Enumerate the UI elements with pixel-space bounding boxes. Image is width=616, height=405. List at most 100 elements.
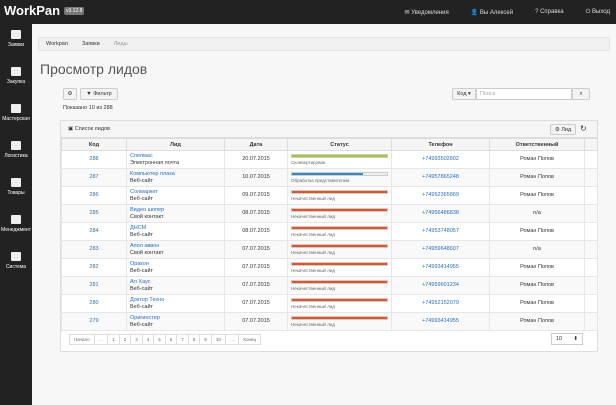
lead-name[interactable]: Доктор Техно: [130, 296, 165, 303]
lead-phone[interactable]: +74956486838: [391, 204, 490, 223]
lead-id[interactable]: 280: [61, 294, 127, 313]
lead-source: Веб-сайт: [130, 303, 154, 310]
column-header[interactable]: Дата: [224, 138, 288, 151]
sidebar-icon: [11, 30, 21, 39]
menu-item[interactable]: 👤 Вы Алексей: [470, 9, 514, 16]
lead-name[interactable]: Апол аввон: [130, 242, 160, 249]
lead-name[interactable]: Оригинстер: [130, 314, 160, 321]
status-cell: Некачественный лид: [287, 312, 392, 331]
lead-cell: Апол аввон Свой контакт: [126, 240, 225, 259]
sidebar-item[interactable]: Система: [0, 246, 32, 283]
lead-owner: Роман Попов: [489, 222, 585, 241]
lead-phone[interactable]: +74952365869: [391, 186, 490, 205]
logo[interactable]: WorkPan: [4, 3, 61, 18]
breadcrumb-item[interactable]: Заявки: [81, 41, 100, 47]
lead-id[interactable]: 284: [61, 222, 127, 241]
lead-name[interactable]: Солмаркет: [130, 188, 158, 195]
lead-name[interactable]: Видео шопер: [130, 206, 165, 213]
page-number[interactable]: 10: [210, 334, 226, 345]
lead-cell: Оракон Веб-сайт: [126, 258, 225, 277]
status-cell: Некачественный лид: [287, 204, 392, 223]
lead-name[interactable]: Ал Хаус: [130, 278, 151, 285]
lead-id[interactable]: 283: [61, 240, 127, 259]
search-field-select[interactable]: Код ▾: [452, 88, 476, 100]
lead-id[interactable]: 279: [61, 312, 127, 331]
column-header[interactable]: Телефон: [391, 138, 490, 151]
lead-name[interactable]: Спелмас: [130, 152, 153, 159]
sidebar-icon: [11, 252, 21, 261]
summary: Показано 10 из 288: [63, 105, 113, 111]
sidebar-icon: [11, 104, 21, 113]
row-extra: [584, 186, 598, 205]
lead-owner: Роман Попов: [489, 294, 585, 313]
lead-date: 07.07.2015: [224, 258, 288, 277]
lead-source: Веб-сайт: [130, 267, 154, 274]
lead-phone[interactable]: +74959648607: [391, 240, 490, 259]
lead-id[interactable]: 286: [61, 186, 127, 205]
menu-label: Вы Алексей: [479, 9, 514, 16]
breadcrumb: Workpan Заявки Лиды: [38, 37, 610, 51]
page-size-select[interactable]: 10 ⬍: [551, 333, 583, 345]
lead-phone[interactable]: +74959601234: [391, 276, 490, 295]
sidebar-item[interactable]: Товары: [0, 172, 32, 209]
page-ellipsis: …: [224, 334, 240, 345]
status-fill: [292, 262, 387, 265]
filter-button[interactable]: ▼ Фильтр: [80, 88, 118, 100]
status-fill: [292, 172, 364, 175]
lead-phone[interactable]: +74993414955: [391, 258, 490, 277]
lead-owner: Роман Попов: [489, 186, 585, 205]
status-bar: [291, 153, 388, 158]
sidebar-item[interactable]: Менеджмент: [0, 209, 32, 246]
column-header[interactable]: Ответственный: [489, 138, 585, 151]
status-bar: [291, 261, 388, 266]
column-header[interactable]: Статус: [287, 138, 392, 151]
page-prev[interactable]: …: [93, 334, 109, 345]
status-cell: Обработка представителем: [287, 168, 392, 187]
lead-owner: Роман Попов: [489, 150, 585, 169]
panel-title: ▣ Список лидов: [68, 126, 111, 132]
lead-phone[interactable]: +74953748057: [391, 222, 490, 241]
sidebar-item[interactable]: Мастерская: [0, 98, 32, 135]
lead-phone[interactable]: +74952152079: [391, 294, 490, 313]
lead-id[interactable]: 287: [61, 168, 127, 187]
lead-id[interactable]: 282: [61, 258, 127, 277]
settings-button[interactable]: ⚙: [63, 88, 77, 100]
sidebar-item[interactable]: Закупка: [0, 61, 32, 98]
lead-id[interactable]: 281: [61, 276, 127, 295]
column-header[interactable]: Код: [61, 138, 127, 151]
status-bar: [291, 243, 388, 248]
page-last[interactable]: Конец: [238, 334, 262, 345]
panel-header: ▣ Список лидов ⚙ Лид ↻: [61, 121, 597, 138]
lead-date: 07.07.2015: [224, 240, 288, 259]
header-row: Код Лид Дата Статус Телефон Ответственный: [61, 138, 598, 151]
lead-id[interactable]: 285: [61, 204, 127, 223]
lead-id[interactable]: 288: [61, 150, 127, 169]
lead-phone[interactable]: +74993414955: [391, 312, 490, 331]
add-lead-button[interactable]: ⚙ Лид: [550, 124, 576, 135]
breadcrumb-item[interactable]: Workpan: [46, 41, 68, 47]
column-header[interactable]: Лид: [126, 138, 225, 151]
refresh-button[interactable]: ↻: [580, 124, 587, 133]
lead-row: 285 Видео шопер Свой контакт 08.07.2015 Нека…: [61, 204, 598, 223]
lead-phone[interactable]: +74957865248: [391, 168, 490, 187]
lead-date: 09.07.2015: [224, 186, 288, 205]
page-first[interactable]: Начало: [69, 334, 95, 345]
lead-name[interactable]: Компьютер плаза: [130, 170, 175, 177]
sidebar-item[interactable]: Заявки: [0, 24, 32, 61]
page-title: Просмотр лидов: [40, 61, 148, 77]
sidebar-label: Закупка: [6, 79, 26, 85]
status-fill: [292, 244, 387, 247]
menu-item[interactable]: ✉ Уведомления: [404, 9, 449, 16]
lead-name[interactable]: ДНСМ: [130, 224, 147, 231]
lead-phone[interactable]: +74993502802: [391, 150, 490, 169]
leads-table: Код Лид Дата Статус Телефон Ответственный 288…: [61, 138, 598, 331]
status-bar: [291, 315, 388, 320]
search-button[interactable]: ⌕: [572, 88, 590, 100]
lead-name[interactable]: Оракон: [130, 260, 149, 267]
menu-item[interactable]: ? Справка: [535, 9, 564, 15]
sidebar-item[interactable]: Логистика: [0, 135, 32, 172]
menu-item[interactable]: ⏻ Выход: [585, 8, 610, 15]
search-input[interactable]: Поиск: [476, 88, 572, 100]
sidebar-label: Заявки: [7, 42, 25, 48]
